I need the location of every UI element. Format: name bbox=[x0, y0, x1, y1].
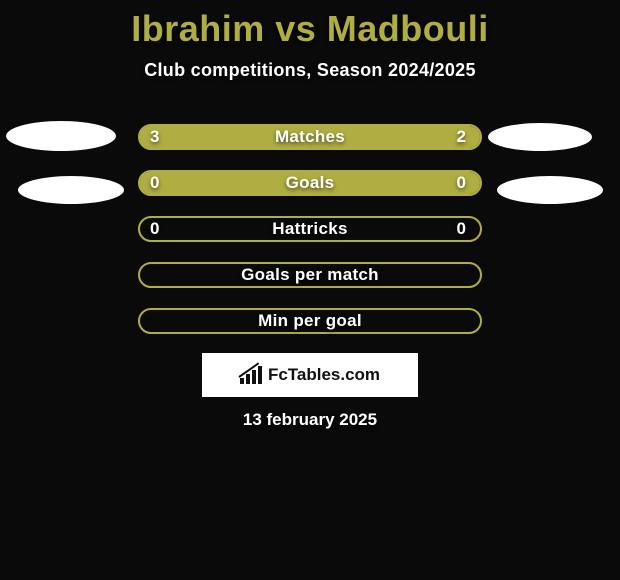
stat-value-right: 0 bbox=[457, 214, 466, 244]
stat-rows: Matches32Goals00Hattricks00Goals per mat… bbox=[0, 122, 620, 352]
stat-track bbox=[138, 170, 482, 196]
stat-row: Min per goal bbox=[0, 306, 620, 336]
stat-row: Goals00 bbox=[0, 168, 620, 198]
stat-row: Matches32 bbox=[0, 122, 620, 152]
stat-value-left: 0 bbox=[150, 214, 159, 244]
stat-value-right: 2 bbox=[457, 122, 466, 152]
stat-fill-right bbox=[138, 172, 480, 194]
stat-value-left: 3 bbox=[150, 122, 159, 152]
stat-track bbox=[138, 262, 482, 288]
stat-row: Hattricks00 bbox=[0, 214, 620, 244]
page-subtitle: Club competitions, Season 2024/2025 bbox=[0, 60, 620, 81]
stat-track bbox=[138, 308, 482, 334]
stat-track bbox=[138, 124, 482, 150]
stat-fill-right bbox=[138, 126, 480, 148]
snapshot-date: 13 february 2025 bbox=[0, 410, 620, 430]
stat-row: Goals per match bbox=[0, 260, 620, 290]
bar-chart-icon bbox=[240, 366, 262, 384]
stat-track bbox=[138, 216, 482, 242]
stat-value-right: 0 bbox=[457, 168, 466, 198]
logo-box: FcTables.com bbox=[202, 353, 418, 397]
logo: FcTables.com bbox=[240, 365, 380, 385]
stat-value-left: 0 bbox=[150, 168, 159, 198]
page-title: Ibrahim vs Madbouli bbox=[0, 0, 620, 50]
logo-text: FcTables.com bbox=[268, 365, 380, 385]
